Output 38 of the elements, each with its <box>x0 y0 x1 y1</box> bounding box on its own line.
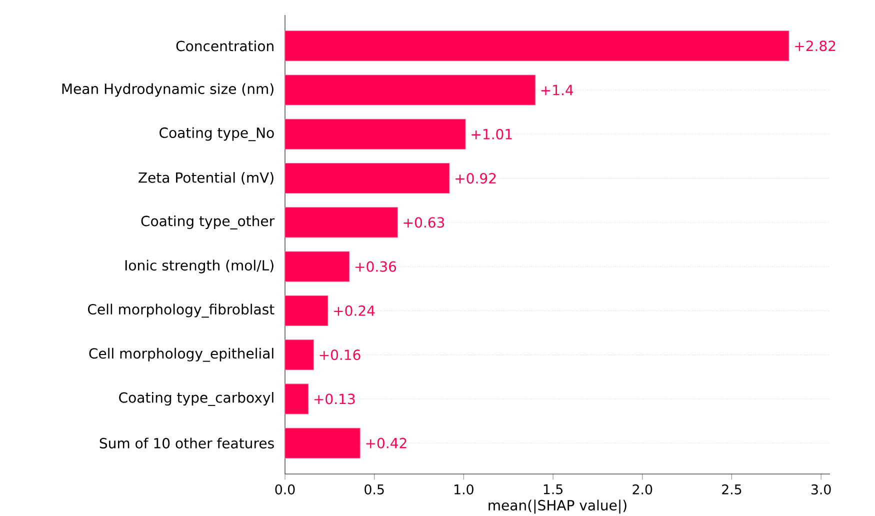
data-label: +0.16 <box>320 350 360 360</box>
bar <box>284 207 398 238</box>
x-axis-title: mean(|SHAP value|) <box>488 500 626 514</box>
data-label: +1.01 <box>472 128 512 140</box>
bar <box>284 118 466 150</box>
bar <box>284 74 536 106</box>
bar <box>284 428 360 458</box>
data-label: +2.82 <box>795 40 836 52</box>
data-label: +1.4 <box>541 84 574 96</box>
x-tick-label: 0.5 <box>364 484 384 494</box>
y-tick-label: Mean Hydrodynamic size (nm) <box>62 83 274 97</box>
bar <box>284 340 314 370</box>
y-tick-label: Cell morphology_fibroblast <box>88 304 274 318</box>
data-label: +0.63 <box>404 217 444 228</box>
bar <box>284 163 450 194</box>
bar <box>284 251 350 282</box>
y-tick-label: Coating type_other <box>141 215 275 230</box>
data-label: +0.92 <box>456 172 496 184</box>
bar <box>284 30 790 62</box>
y-tick-label: Zeta Potential (mV) <box>138 172 274 185</box>
x-tick-label: 2.0 <box>632 484 652 494</box>
y-tick-label: Coating type_No <box>160 127 274 142</box>
y-tick-label: Coating type_carboxyl <box>119 392 274 406</box>
data-label: +0.42 <box>366 438 406 448</box>
x-tick-label: 3.0 <box>811 484 831 494</box>
data-label: +0.36 <box>356 261 396 272</box>
y-tick-label: Ionic strength (mol/L) <box>125 260 274 274</box>
data-label: +0.13 <box>314 394 355 404</box>
y-tick-label: Concentration <box>176 40 274 52</box>
y-tick-label: Cell morphology_epithelial <box>89 348 274 362</box>
bar <box>284 384 308 414</box>
y-tick-label: Sum of 10 other features <box>100 438 274 448</box>
x-tick-label: 0.0 <box>275 484 295 494</box>
x-tick-label: 1.0 <box>454 484 474 494</box>
x-tick-label: 1.5 <box>544 484 562 494</box>
x-tick-label: 2.5 <box>722 484 742 494</box>
data-label: +0.24 <box>334 305 375 316</box>
bar <box>284 295 328 326</box>
